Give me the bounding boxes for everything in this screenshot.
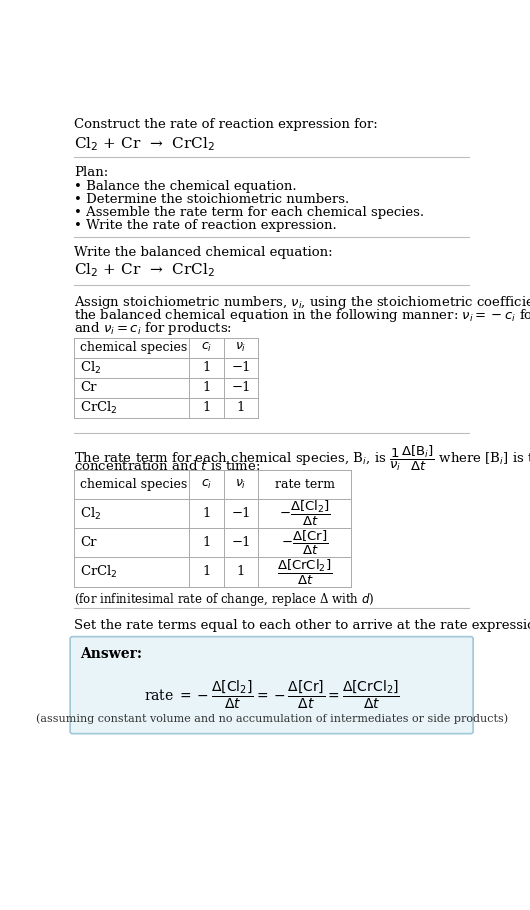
Text: 1: 1 — [202, 401, 210, 414]
Text: 1: 1 — [202, 536, 210, 550]
Text: • Write the rate of reaction expression.: • Write the rate of reaction expression. — [74, 219, 337, 232]
Text: rate $= -\dfrac{\Delta[\mathrm{Cl}_2]}{\Delta t} = -\dfrac{\Delta[\mathrm{Cr}]}{: rate $= -\dfrac{\Delta[\mathrm{Cl}_2]}{\… — [144, 679, 400, 712]
Text: Cl$_2$: Cl$_2$ — [80, 359, 102, 376]
Text: (for infinitesimal rate of change, replace Δ with $d$): (for infinitesimal rate of change, repla… — [74, 592, 375, 608]
Text: $\nu_i$: $\nu_i$ — [235, 478, 246, 490]
Text: −1: −1 — [231, 361, 251, 374]
Text: Assign stoichiometric numbers, $\nu_i$, using the stoichiometric coefficients, $: Assign stoichiometric numbers, $\nu_i$, … — [74, 294, 530, 311]
Text: (assuming constant volume and no accumulation of intermediates or side products): (assuming constant volume and no accumul… — [36, 713, 508, 723]
Text: 1: 1 — [202, 507, 210, 520]
Text: 1: 1 — [202, 565, 210, 579]
Text: Cl$_2$ + Cr  →  CrCl$_2$: Cl$_2$ + Cr → CrCl$_2$ — [74, 262, 215, 279]
Text: 1: 1 — [202, 361, 210, 374]
Text: Cl$_2$: Cl$_2$ — [80, 505, 102, 521]
Text: Cr: Cr — [80, 536, 96, 550]
Text: chemical species: chemical species — [80, 341, 188, 354]
Text: • Assemble the rate term for each chemical species.: • Assemble the rate term for each chemic… — [74, 207, 424, 219]
Text: The rate term for each chemical species, B$_i$, is $\dfrac{1}{\nu_i}\dfrac{\Delt: The rate term for each chemical species,… — [74, 444, 530, 473]
Text: $\dfrac{\Delta[\mathrm{CrCl}_2]}{\Delta t}$: $\dfrac{\Delta[\mathrm{CrCl}_2]}{\Delta … — [277, 557, 333, 587]
Text: $c_i$: $c_i$ — [200, 341, 212, 355]
Text: 1: 1 — [202, 381, 210, 394]
Text: Set the rate terms equal to each other to arrive at the rate expression:: Set the rate terms equal to each other t… — [74, 619, 530, 632]
Text: −1: −1 — [231, 381, 251, 394]
Text: 1: 1 — [237, 565, 245, 579]
Text: • Balance the chemical equation.: • Balance the chemical equation. — [74, 180, 297, 193]
Text: CrCl$_2$: CrCl$_2$ — [80, 564, 118, 580]
Text: Answer:: Answer: — [80, 647, 142, 661]
Text: Construct the rate of reaction expression for:: Construct the rate of reaction expressio… — [74, 118, 378, 131]
Text: • Determine the stoichiometric numbers.: • Determine the stoichiometric numbers. — [74, 193, 349, 207]
Text: chemical species: chemical species — [80, 478, 188, 490]
Text: concentration and $t$ is time:: concentration and $t$ is time: — [74, 459, 260, 473]
Text: −1: −1 — [231, 536, 251, 550]
Text: $\nu_i$: $\nu_i$ — [235, 341, 246, 355]
Text: Write the balanced chemical equation:: Write the balanced chemical equation: — [74, 247, 333, 259]
Text: 1: 1 — [237, 401, 245, 414]
Text: Cr: Cr — [80, 381, 96, 394]
Text: the balanced chemical equation in the following manner: $\nu_i = -c_i$ for react: the balanced chemical equation in the fo… — [74, 307, 530, 324]
Text: −1: −1 — [231, 507, 251, 520]
Text: $-\dfrac{\Delta[\mathrm{Cl}_2]}{\Delta t}$: $-\dfrac{\Delta[\mathrm{Cl}_2]}{\Delta t… — [279, 499, 331, 528]
Text: and $\nu_i = c_i$ for products:: and $\nu_i = c_i$ for products: — [74, 320, 232, 338]
Text: CrCl$_2$: CrCl$_2$ — [80, 399, 118, 416]
Text: $c_i$: $c_i$ — [200, 478, 212, 490]
FancyBboxPatch shape — [70, 637, 473, 733]
Text: rate term: rate term — [275, 478, 335, 490]
Text: Cl$_2$ + Cr  →  CrCl$_2$: Cl$_2$ + Cr → CrCl$_2$ — [74, 136, 215, 153]
Text: Plan:: Plan: — [74, 167, 108, 179]
Text: $-\dfrac{\Delta[\mathrm{Cr}]}{\Delta t}$: $-\dfrac{\Delta[\mathrm{Cr}]}{\Delta t}$ — [281, 529, 329, 557]
